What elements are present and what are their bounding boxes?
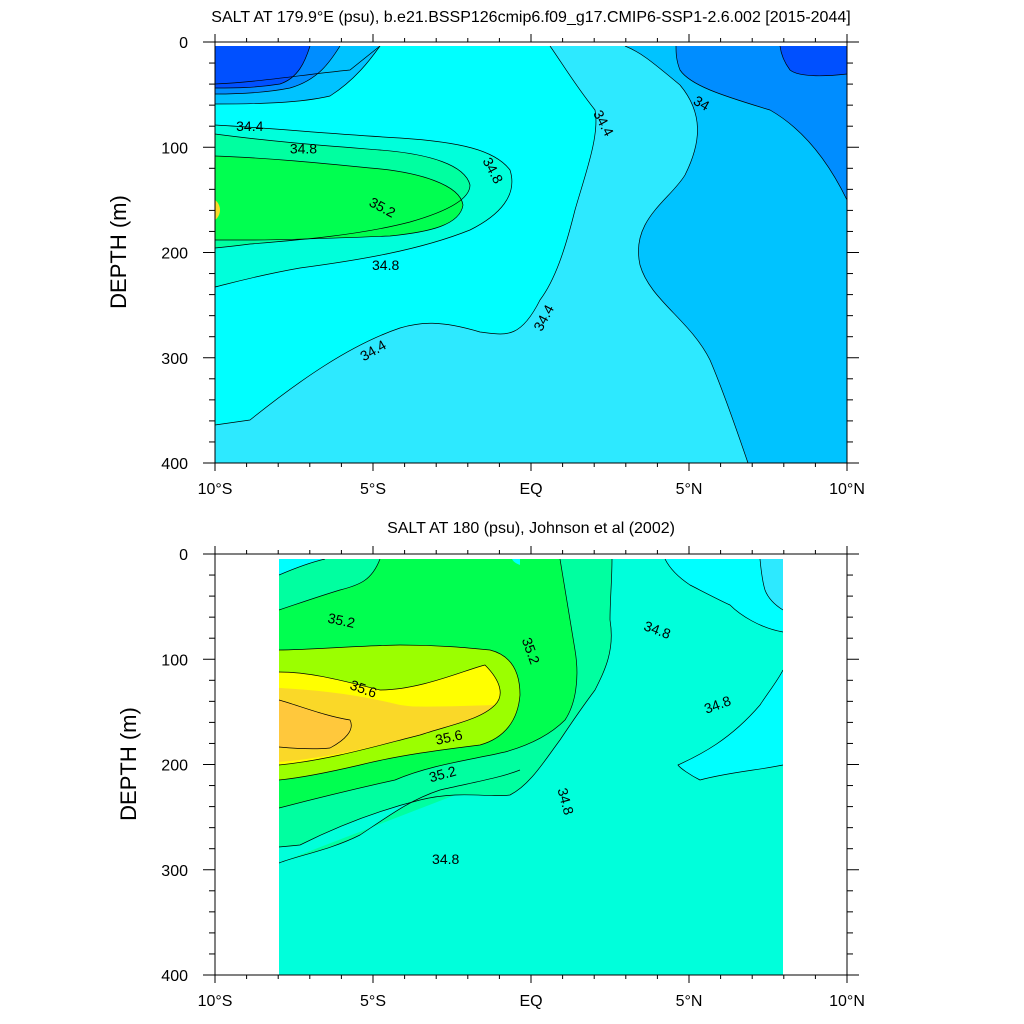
x-tick-label: 10°N [829, 481, 865, 498]
contour-label: 35.2 [427, 763, 458, 786]
x-tick-label: 5°S [360, 481, 386, 498]
y-axis-label-top: DEPTH (m) [106, 195, 131, 309]
x-tick-label: 5°N [676, 481, 703, 498]
title-top: SALT AT 179.9°E (psu), b.e21.BSSP126cmip… [211, 9, 850, 26]
axes-bottom: 10°S 5°S EQ 5°N 10°N 0 100 200 300 400 [161, 546, 865, 1010]
x-tick-label: EQ [519, 481, 542, 498]
contour-label: 35.6 [434, 726, 464, 747]
title-bottom: SALT AT 180 (psu), Johnson et al (2002) [387, 520, 675, 537]
contour-label: 34.4 [236, 118, 263, 134]
panel-bottom: SALT AT 180 (psu), Johnson et al (2002) [116, 520, 865, 1010]
y-tick-label: 300 [161, 863, 188, 880]
contour-lines-top [215, 46, 847, 463]
x-tick-label: 10°N [829, 993, 865, 1010]
x-tick-label: 10°S [198, 481, 233, 498]
y-axis-label-bottom: DEPTH (m) [116, 707, 141, 821]
x-tick-label: 5°N [676, 993, 703, 1010]
x-tick-label: 5°S [360, 993, 386, 1010]
y-tick-label: 200 [161, 758, 188, 775]
x-tick-label: 10°S [198, 993, 233, 1010]
contour-label: 34.8 [372, 257, 399, 273]
contour-fills-bottom [279, 559, 783, 975]
contour-label: 34.8 [555, 786, 578, 817]
contour-label: 35.2 [326, 610, 356, 631]
y-tick-label: 0 [179, 35, 188, 52]
contour-label: 34 [691, 92, 713, 114]
contour-label: 34.8 [432, 851, 459, 867]
x-tick-label: EQ [519, 993, 542, 1010]
contour-lines-bottom [279, 559, 783, 864]
axes-top: 10°S 5°S EQ 5°N 10°N 0 100 200 300 400 [161, 34, 865, 498]
y-tick-label: 400 [161, 968, 188, 985]
contour-label: 34.8 [290, 140, 317, 156]
contour-labels-bottom: 35.235.635.635.235.234.834.834.834.8 [326, 610, 733, 868]
y-tick-label: 300 [161, 351, 188, 368]
y-tick-label: 100 [161, 652, 188, 669]
panel-top: SALT AT 179.9°E (psu), b.e21.BSSP126cmip… [106, 9, 865, 498]
y-tick-label: 100 [161, 140, 188, 157]
contour-fills-top [215, 46, 847, 463]
y-tick-label: 400 [161, 456, 188, 473]
y-tick-label: 0 [179, 547, 188, 564]
y-tick-label: 200 [161, 246, 188, 263]
